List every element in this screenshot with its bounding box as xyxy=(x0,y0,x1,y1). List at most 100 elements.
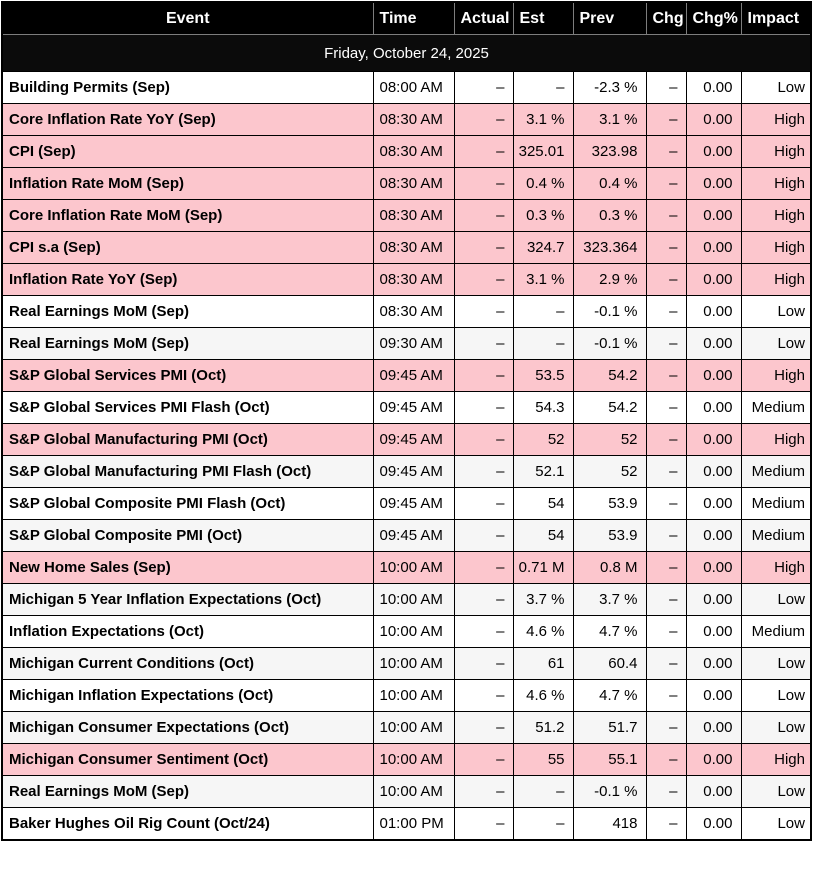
column-header-time: Time xyxy=(372,1,455,35)
chg-cell: – xyxy=(645,135,687,168)
time-cell: 10:00 AM xyxy=(372,583,455,616)
actual-cell: – xyxy=(453,487,514,520)
prev-cell: 3.7 % xyxy=(572,583,647,616)
est-cell: 3.1 % xyxy=(512,103,574,136)
prev-cell: -0.1 % xyxy=(572,327,647,360)
prev-cell: 60.4 xyxy=(572,647,647,680)
table-row: S&P Global Manufacturing PMI (Oct) 09:45 … xyxy=(1,423,812,456)
prev-cell: 4.7 % xyxy=(572,615,647,648)
actual-cell: – xyxy=(453,295,514,328)
actual-cell: – xyxy=(453,615,514,648)
prev-cell: 0.8 M xyxy=(572,551,647,584)
table-row: Michigan Inflation Expectations (Oct) 10:… xyxy=(1,679,812,712)
time-cell: 08:30 AM xyxy=(372,199,455,232)
est-cell: 51.2 xyxy=(512,711,574,744)
time-cell: 10:00 AM xyxy=(372,647,455,680)
actual-cell: – xyxy=(453,807,514,841)
time-cell: 09:45 AM xyxy=(372,455,455,488)
impact-cell: Low xyxy=(740,647,812,680)
impact-cell: High xyxy=(740,551,812,584)
actual-cell: – xyxy=(453,327,514,360)
table-row: New Home Sales (Sep) 10:00 AM –0.71 M 0.8 M… xyxy=(1,551,812,584)
time-cell: 08:30 AM xyxy=(372,167,455,200)
est-cell: 61 xyxy=(512,647,574,680)
table-row: Real Earnings MoM (Sep) 09:30 AM – – -0.1 % –… xyxy=(1,327,812,360)
column-header-prev: Prev xyxy=(572,1,647,35)
chg-cell: – xyxy=(645,423,687,456)
est-cell: 4.6 % xyxy=(512,615,574,648)
actual-cell: – xyxy=(453,583,514,616)
chg-cell: – xyxy=(645,103,687,136)
event-cell: S&P Global Manufacturing PMI Flash (Oct) xyxy=(1,455,374,488)
prev-cell: 4.7 % xyxy=(572,679,647,712)
event-cell: CPI (Sep) xyxy=(1,135,374,168)
event-cell: Inflation Rate YoY (Sep) xyxy=(1,263,374,296)
chg-cell: – xyxy=(645,679,687,712)
time-cell: 10:00 AM xyxy=(372,775,455,808)
date-row: Friday, October 24, 2025 xyxy=(1,34,812,72)
chg-cell: – xyxy=(645,391,687,424)
event-cell: Real Earnings MoM (Sep) xyxy=(1,775,374,808)
prev-cell: -2.3 % xyxy=(572,71,647,104)
impact-cell: Low xyxy=(740,711,812,744)
time-cell: 09:45 AM xyxy=(372,487,455,520)
actual-cell: – xyxy=(453,711,514,744)
prev-cell: 52 xyxy=(572,455,647,488)
est-cell: 53.5 xyxy=(512,359,574,392)
chgpct-cell: 0.00 xyxy=(685,711,742,744)
table-row: Core Inflation Rate MoM (Sep) 08:30 AM –0.… xyxy=(1,199,812,232)
event-cell: Building Permits (Sep) xyxy=(1,71,374,104)
chgpct-cell: 0.00 xyxy=(685,423,742,456)
time-cell: 08:30 AM xyxy=(372,295,455,328)
prev-cell: 323.364 xyxy=(572,231,647,264)
impact-cell: High xyxy=(740,423,812,456)
table-row: Building Permits (Sep) 08:00 AM – – -2.3 % –0… xyxy=(1,71,812,104)
est-cell: – xyxy=(512,327,574,360)
chgpct-cell: 0.00 xyxy=(685,807,742,841)
prev-cell: 0.4 % xyxy=(572,167,647,200)
table-row: Inflation Rate YoY (Sep) 08:30 AM –3.1 % 2.… xyxy=(1,263,812,296)
chg-cell: – xyxy=(645,775,687,808)
time-cell: 08:30 AM xyxy=(372,103,455,136)
est-cell: – xyxy=(512,71,574,104)
table-row: Inflation Rate MoM (Sep) 08:30 AM –0.4 % 0.… xyxy=(1,167,812,200)
actual-cell: – xyxy=(453,199,514,232)
time-cell: 10:00 AM xyxy=(372,743,455,776)
est-cell: 54 xyxy=(512,487,574,520)
actual-cell: – xyxy=(453,647,514,680)
chg-cell: – xyxy=(645,487,687,520)
date-header: Friday, October 24, 2025 xyxy=(1,34,812,72)
chg-cell: – xyxy=(645,71,687,104)
time-cell: 08:30 AM xyxy=(372,135,455,168)
event-cell: S&P Global Composite PMI (Oct) xyxy=(1,519,374,552)
actual-cell: – xyxy=(453,423,514,456)
est-cell: 52.1 xyxy=(512,455,574,488)
impact-cell: Medium xyxy=(740,455,812,488)
chg-cell: – xyxy=(645,711,687,744)
actual-cell: – xyxy=(453,71,514,104)
impact-cell: High xyxy=(740,103,812,136)
impact-cell: Low xyxy=(740,679,812,712)
chgpct-cell: 0.00 xyxy=(685,327,742,360)
impact-cell: Medium xyxy=(740,615,812,648)
chgpct-cell: 0.00 xyxy=(685,455,742,488)
chgpct-cell: 0.00 xyxy=(685,391,742,424)
actual-cell: – xyxy=(453,103,514,136)
prev-cell: 51.7 xyxy=(572,711,647,744)
est-cell: 54 xyxy=(512,519,574,552)
event-cell: Michigan Consumer Sentiment (Oct) xyxy=(1,743,374,776)
column-header-event: Event xyxy=(1,1,374,35)
chgpct-cell: 0.00 xyxy=(685,295,742,328)
time-cell: 10:00 AM xyxy=(372,711,455,744)
chgpct-cell: 0.00 xyxy=(685,135,742,168)
table-row: Core Inflation Rate YoY (Sep) 08:30 AM –3.… xyxy=(1,103,812,136)
actual-cell: – xyxy=(453,263,514,296)
event-cell: Michigan Current Conditions (Oct) xyxy=(1,647,374,680)
table-row: Michigan Current Conditions (Oct) 10:00 A… xyxy=(1,647,812,680)
impact-cell: Low xyxy=(740,295,812,328)
event-cell: S&P Global Composite PMI Flash (Oct) xyxy=(1,487,374,520)
time-cell: 08:30 AM xyxy=(372,263,455,296)
table-row: Michigan Consumer Expectations (Oct) 10:0… xyxy=(1,711,812,744)
table-row: CPI s.a (Sep) 08:30 AM –324.7 323.364–0.00 H… xyxy=(1,231,812,264)
chg-cell: – xyxy=(645,327,687,360)
